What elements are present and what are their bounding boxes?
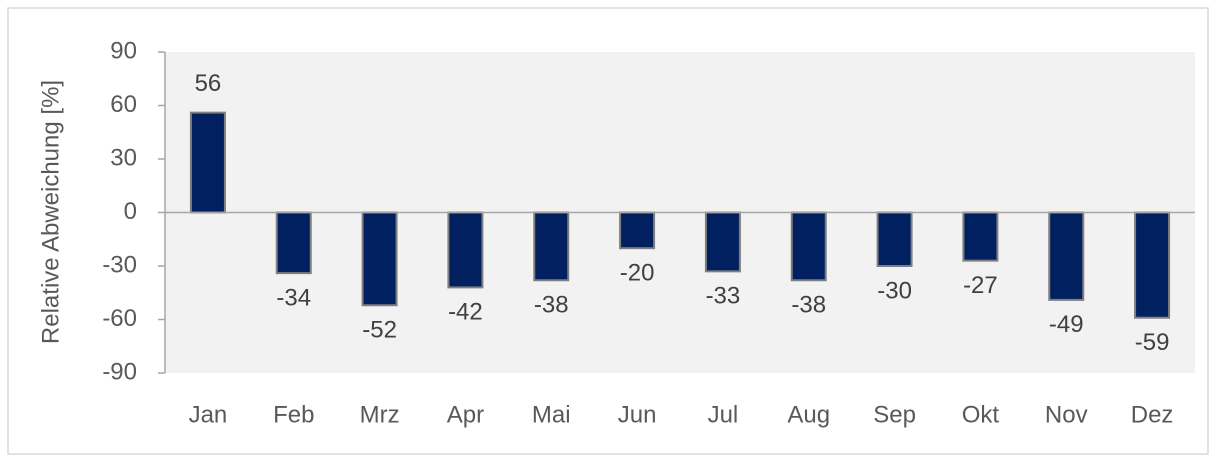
data-label: -49 [1049,311,1084,338]
data-label: -42 [448,299,483,326]
bar [189,111,226,214]
data-label: -33 [706,283,741,310]
bar [533,211,570,282]
y-tick-label: 0 [124,198,137,225]
x-tick-label: Aug [787,401,830,428]
y-tick-label: 60 [110,91,137,118]
bar [361,211,398,307]
data-label: -34 [276,284,311,311]
bar [790,211,827,282]
x-tick-label: Nov [1045,401,1088,428]
y-axis-title: Relative Abweichung [%] [37,80,64,344]
y-tick-label: -90 [102,358,137,385]
data-label: -52 [362,317,397,344]
data-label: -27 [963,272,998,299]
x-tick-label: Feb [273,401,314,428]
y-tick-label: -60 [102,305,137,332]
y-tick-label: 30 [110,144,137,171]
bar [447,211,484,289]
bar [275,211,312,275]
data-label: -20 [620,260,655,287]
data-label: -38 [791,292,826,319]
x-tick-label: Jan [189,401,228,428]
bar [1048,211,1085,301]
data-label: -30 [877,277,912,304]
x-tick-label: Sep [873,401,916,428]
data-label: 56 [195,70,222,97]
x-tick-label: Okt [962,401,1000,428]
x-tick-label: Jun [618,401,657,428]
bar [962,211,999,262]
data-label: -59 [1135,329,1170,356]
bar [619,211,656,250]
x-tick-label: Dez [1131,401,1174,428]
x-tick-label: Jul [708,401,739,428]
bar [1134,211,1171,319]
x-tick-label: Mai [532,401,571,428]
x-tick-label: Apr [447,401,484,428]
bar [876,211,913,267]
y-tick-label: -30 [102,251,137,278]
data-label: -38 [534,292,569,319]
y-tick-label: 90 [110,37,137,64]
x-tick-label: Mrz [360,401,400,428]
bar [704,211,741,273]
